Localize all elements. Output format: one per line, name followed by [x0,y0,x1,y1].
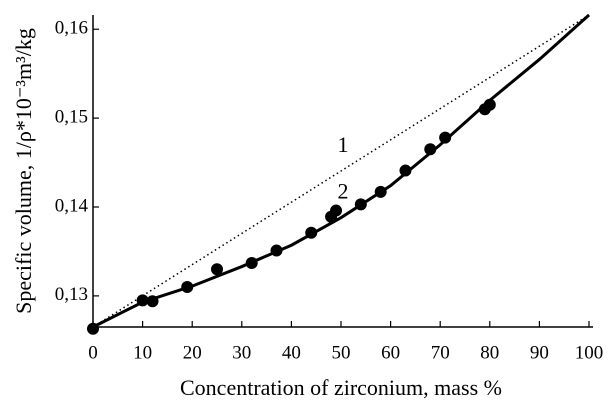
line [92,13,591,329]
data-point [87,322,99,335]
x-axis-label: Concentration of zirconium, mass % [180,375,502,400]
data-point [305,226,318,239]
x-tick-label: 70 [431,342,450,363]
data-point [245,257,258,269]
data-point [424,143,437,156]
data-point [374,185,387,198]
x-tick-label: 60 [381,342,400,363]
x-tick-label: 20 [183,342,202,363]
data-point [211,263,223,276]
y-tick-label: 0,13 [55,284,88,305]
data-point [146,295,159,308]
data-point [330,204,343,217]
data-point [354,198,367,211]
x-tick-label: 100 [575,342,604,363]
data-point [399,164,412,177]
data-point [439,131,452,144]
data-point [136,294,149,307]
line [92,14,590,328]
x-tick-label: 10 [133,342,152,363]
series-label: 2 [338,179,349,204]
series-label: 1 [338,132,349,157]
x-tick-label: 50 [332,342,351,363]
data-point [483,98,496,111]
data-point [270,244,283,257]
y-tick-label: 0,14 [55,195,89,216]
x-tick-label: 30 [232,342,251,363]
x-tick-label: 0 [88,342,98,363]
x-tick-label: 80 [480,342,499,363]
y-tick-label: 0,15 [55,106,88,127]
x-tick-label: 40 [282,342,301,363]
data-point [181,281,194,293]
y-tick-label: 0,16 [55,18,88,39]
y-axis-label: Specific volume, 1/ρ*10⁻³m³/kg [11,28,36,314]
x-tick-label: 90 [530,342,549,363]
